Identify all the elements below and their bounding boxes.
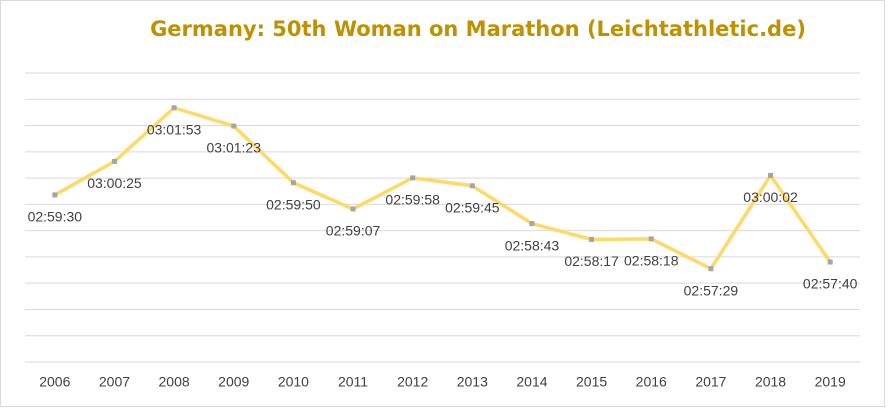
x-tick-label: 2007 <box>99 374 130 390</box>
x-tick-label: 2018 <box>755 374 786 390</box>
data-label: 02:58:17 <box>564 253 619 269</box>
marker <box>290 180 296 186</box>
marker <box>589 236 595 242</box>
data-line <box>53 106 832 271</box>
data-label: 02:58:18 <box>624 253 679 269</box>
x-tick-label: 2016 <box>636 374 667 390</box>
marker <box>768 172 774 178</box>
data-label: 02:59:50 <box>266 196 321 212</box>
marker <box>111 158 117 164</box>
data-label: 02:57:40 <box>803 276 858 292</box>
x-tick-label: 2015 <box>576 374 607 390</box>
chart-title: Germany: 50th Woman on Marathon (Leichta… <box>150 17 806 41</box>
x-tick-label: 2019 <box>815 374 846 390</box>
x-tick-label: 2008 <box>159 374 190 390</box>
marker <box>171 105 177 111</box>
data-label: 03:01:23 <box>207 140 262 156</box>
marker <box>52 192 58 198</box>
x-tick-label: 2017 <box>695 374 726 390</box>
x-tick-label: 2009 <box>218 374 249 390</box>
data-label: 02:59:58 <box>385 192 440 208</box>
x-tick-label: 2011 <box>338 374 368 390</box>
data-label: 03:01:53 <box>147 121 202 137</box>
data-label: 02:59:45 <box>445 199 500 215</box>
marker <box>410 175 416 181</box>
data-label: 02:59:30 <box>28 209 83 225</box>
data-label: 03:00:25 <box>87 175 142 191</box>
marker <box>350 206 356 212</box>
data-label: 02:59:07 <box>326 223 381 239</box>
marker <box>231 123 237 129</box>
x-tick-label: 2013 <box>457 374 488 390</box>
data-label: 02:58:43 <box>505 237 560 253</box>
marker <box>708 266 714 272</box>
x-tick-label: 2012 <box>397 374 428 390</box>
marker <box>648 236 654 242</box>
x-tick-label: 2010 <box>278 374 309 390</box>
marker <box>529 221 535 227</box>
x-tick-label: 2006 <box>39 374 70 390</box>
data-label: 03:00:02 <box>743 189 798 205</box>
data-label: 02:57:29 <box>684 282 739 298</box>
marker <box>827 259 833 265</box>
marker <box>469 183 475 189</box>
x-tick-label: 2014 <box>516 374 547 390</box>
